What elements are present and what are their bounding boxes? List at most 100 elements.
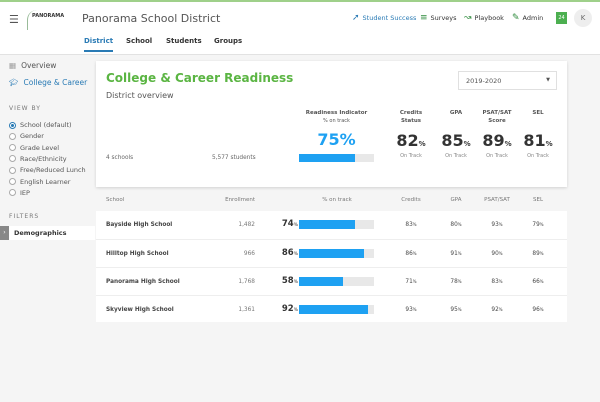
- radio-button[interactable]: [9, 155, 16, 163]
- card-subtitle: District overview: [106, 91, 174, 100]
- enrollment: 1,768: [238, 279, 255, 285]
- playbook-icon: ↝: [464, 13, 472, 23]
- credits-value: 93%: [405, 307, 417, 313]
- on-track-value: 92%: [281, 304, 298, 314]
- sidebar-item-college-career[interactable]: 🎓︎ College & Career: [9, 78, 88, 87]
- district-title: Panorama School District: [82, 12, 221, 25]
- radio-button[interactable]: [9, 166, 16, 174]
- column-header: % on track: [322, 197, 352, 203]
- enrollment: 1,361: [238, 307, 255, 313]
- metric-note: On Track: [400, 153, 422, 159]
- column-header: PSAT/SAT: [484, 197, 510, 203]
- table-row[interactable]: Hilltop High School 966 86% 86% 91% 90% 89%: [96, 239, 567, 267]
- chevron-right-icon: ›: [0, 226, 9, 240]
- nav-admin[interactable]: ✎ Admin: [512, 13, 544, 23]
- avatar[interactable]: K: [574, 9, 592, 27]
- credits-value: 86%: [405, 251, 417, 257]
- nav-surveys[interactable]: ≡ Surveys: [420, 13, 457, 23]
- readiness-bar: [299, 154, 374, 162]
- view-by-option[interactable]: Grade Level: [9, 144, 59, 152]
- list-icon: ≡: [420, 13, 428, 23]
- card-title: College & Career Readiness: [106, 71, 294, 85]
- school-name[interactable]: Skyview High School: [106, 307, 174, 313]
- on-track-bar-fill: [299, 305, 368, 314]
- radio-button[interactable]: [9, 132, 16, 140]
- gpa-value: 91%: [450, 251, 462, 257]
- column-header: SEL: [532, 197, 544, 203]
- on-track-value: 74%: [281, 219, 298, 229]
- year-select[interactable]: 2019-2020 ▼: [458, 71, 557, 90]
- radio-button[interactable]: [9, 121, 16, 129]
- on-track-bar-fill: [299, 277, 343, 286]
- caret-down-icon: ▼: [546, 77, 550, 83]
- on-track-bar-fill: [299, 220, 355, 229]
- graduation-cap-icon: 🎓︎: [9, 78, 19, 87]
- tab-groups[interactable]: Groups: [214, 37, 243, 45]
- metric-value: 85%: [441, 131, 471, 150]
- pin-icon: ➚: [352, 13, 360, 23]
- on-track-value: 58%: [281, 276, 298, 286]
- radio-button[interactable]: [9, 144, 16, 152]
- psat-value: 90%: [491, 251, 503, 257]
- table-row[interactable]: Skyview High School 1,361 92% 93% 95% 92% 9…: [96, 295, 567, 323]
- metric-value: 89%: [482, 131, 512, 150]
- sel-value: 79%: [532, 222, 544, 228]
- metric-note: On Track: [486, 153, 508, 159]
- sel-value: 96%: [532, 307, 544, 313]
- on-track-bar: [299, 249, 374, 258]
- readiness-header: Readiness Indicator% on track: [305, 110, 368, 124]
- nav-student-success[interactable]: ➚ Student Success: [352, 13, 417, 23]
- metric-header: PSAT/SAT Score: [482, 110, 512, 124]
- school-name[interactable]: Panorama High School: [106, 279, 180, 285]
- table-row[interactable]: Bayside High School 1,482 74% 83% 80% 93% 7…: [96, 211, 567, 239]
- notification-badge[interactable]: 24: [556, 12, 567, 24]
- column-header: GPA: [450, 197, 462, 203]
- on-track-bar: [299, 305, 374, 314]
- schools-count: 4 schools: [106, 155, 134, 161]
- view-by-option[interactable]: English Learner: [9, 178, 70, 186]
- view-by-option[interactable]: Free/Reduced Lunch: [9, 166, 86, 174]
- table-row[interactable]: Panorama High School 1,768 58% 71% 78% 83%…: [96, 267, 567, 295]
- view-by-option[interactable]: IEP: [9, 189, 30, 197]
- metric-note: On Track: [527, 153, 549, 159]
- schools-table: [96, 211, 567, 322]
- metric-header: GPA: [449, 110, 463, 116]
- credits-value: 71%: [405, 279, 417, 285]
- metric-header: Credits Status: [399, 110, 423, 124]
- hamburger-menu-icon[interactable]: ☰: [9, 13, 19, 26]
- radio-button[interactable]: [9, 178, 16, 185]
- on-track-bar-fill: [299, 249, 364, 258]
- psat-value: 83%: [491, 279, 503, 285]
- tab-school[interactable]: School: [126, 37, 153, 45]
- enrollment: 1,482: [238, 222, 255, 228]
- top-accent-line: [0, 0, 600, 2]
- on-track-bar: [299, 277, 374, 286]
- on-track-value: 86%: [281, 248, 298, 258]
- filter-demographics[interactable]: › Demographics: [0, 226, 95, 240]
- readiness-value: 75%: [317, 130, 356, 149]
- panorama-logo[interactable]: PANORAMA: [27, 10, 64, 30]
- gpa-value: 95%: [450, 307, 462, 313]
- view-by-option[interactable]: School (default): [9, 121, 72, 129]
- tab-district[interactable]: District: [84, 37, 114, 52]
- sel-value: 66%: [532, 279, 544, 285]
- view-by-option[interactable]: Gender: [9, 132, 44, 140]
- sidebar-item-overview[interactable]: ▦ Overview: [9, 61, 57, 70]
- psat-value: 93%: [491, 222, 503, 228]
- school-name[interactable]: Hilltop High School: [106, 251, 169, 257]
- filters-label: FILTERS: [9, 213, 40, 220]
- column-header: Enrollment: [225, 197, 255, 203]
- app-header: [0, 2, 600, 55]
- metric-value: 82%: [396, 131, 426, 150]
- metric-note: On Track: [445, 153, 467, 159]
- tab-students[interactable]: Students: [166, 37, 202, 45]
- students-count: 5,577 students: [212, 155, 256, 161]
- credits-value: 83%: [405, 222, 417, 228]
- view-by-option[interactable]: Race/Ethnicity: [9, 155, 67, 163]
- sel-value: 89%: [532, 251, 544, 257]
- enrollment: 966: [243, 251, 255, 257]
- grid-icon: ▦: [9, 61, 17, 70]
- radio-button[interactable]: [9, 189, 16, 197]
- nav-playbook[interactable]: ↝ Playbook: [464, 13, 504, 23]
- school-name[interactable]: Bayside High School: [106, 222, 173, 228]
